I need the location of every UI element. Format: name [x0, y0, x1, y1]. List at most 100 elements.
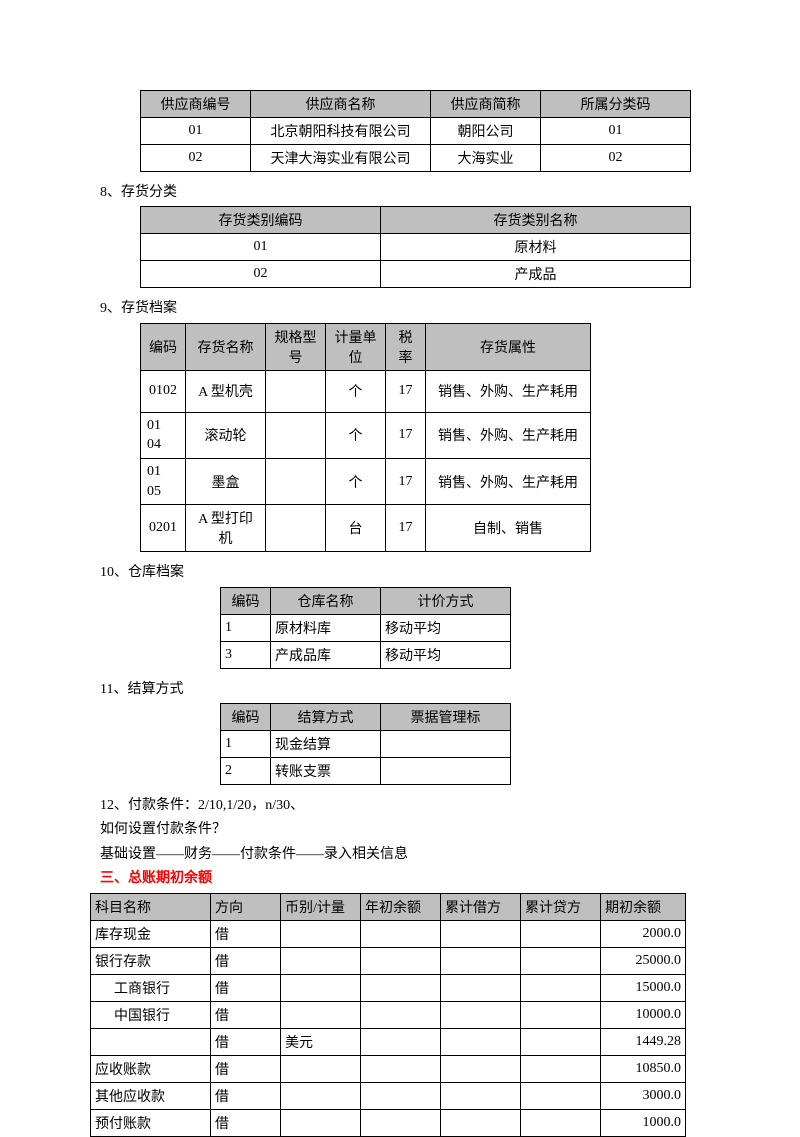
th: 供应商简称 [431, 91, 541, 118]
table-cell: 销售、外购、生产耗用 [426, 370, 591, 412]
table-cell [266, 412, 326, 458]
table-cell [361, 1082, 441, 1109]
table-cell: 其他应收款 [91, 1082, 211, 1109]
table-cell: 产成品库 [271, 641, 381, 668]
table-cell: 墨盒 [186, 458, 266, 504]
table-cell: 原材料库 [271, 614, 381, 641]
table-cell: 工商银行 [91, 974, 211, 1001]
th: 仓库名称 [271, 587, 381, 614]
table-cell: 02 [141, 145, 251, 172]
table-cell: 朝阳公司 [431, 118, 541, 145]
th: 结算方式 [271, 703, 381, 730]
th: 存货类别编码 [141, 207, 381, 234]
table-cell [441, 1082, 521, 1109]
table-cell [266, 505, 326, 552]
table-cell [381, 730, 511, 757]
table-cell: 原材料 [381, 234, 691, 261]
table-row: 02产成品 [141, 261, 691, 288]
table-cell: 滚动轮 [186, 412, 266, 458]
table-cell: 1449.28 [601, 1028, 686, 1055]
table-cell: 借 [211, 1055, 281, 1082]
table-cell [281, 1055, 361, 1082]
table-cell: 美元 [281, 1028, 361, 1055]
section-8-title: 8、存货分类 [100, 182, 700, 204]
table-row: 其他应收款借 3000.0 [91, 1082, 686, 1109]
table-cell: 现金结算 [271, 730, 381, 757]
table-cell: 1 [221, 730, 271, 757]
th: 期初余额 [601, 893, 686, 920]
table-cell: 借 [211, 1028, 281, 1055]
table-cell: 25000.0 [601, 947, 686, 974]
table-cell: 销售、外购、生产耗用 [426, 458, 591, 504]
th: 计价方式 [381, 587, 511, 614]
table-cell [281, 1082, 361, 1109]
table-cell [281, 1001, 361, 1028]
th: 累计借方 [441, 893, 521, 920]
table-cell: 借 [211, 1001, 281, 1028]
th: 供应商名称 [251, 91, 431, 118]
table-cell: 2 [221, 757, 271, 784]
text-12c: 基础设置——财务——付款条件——录入相关信息 [100, 844, 700, 866]
table-cell: 17 [386, 458, 426, 504]
table-cell: 01 05 [141, 458, 186, 504]
table-cell [441, 1001, 521, 1028]
th: 存货属性 [426, 323, 591, 370]
table-cell [361, 974, 441, 1001]
table-cell: 产成品 [381, 261, 691, 288]
table-cell: 2000.0 [601, 920, 686, 947]
table-cell: 02 [541, 145, 691, 172]
table-cell: 个 [326, 370, 386, 412]
section-10-title: 10、仓库档案 [100, 562, 700, 584]
table-cell: 3000.0 [601, 1082, 686, 1109]
tbody-3: 0102A 型机壳个17销售、外购、生产耗用 01 04滚动轮个17销售、外购、… [141, 370, 591, 551]
table-cell: 借 [211, 974, 281, 1001]
table-cell: 01 [141, 118, 251, 145]
table-cell: 转账支票 [271, 757, 381, 784]
ledger-table: 科目名称 方向 币别/计量 年初余额 累计借方 累计贷方 期初余额 库存现金借2… [90, 893, 686, 1137]
table-cell [91, 1028, 211, 1055]
tbody-1: 01北京朝阳科技有限公司朝阳公司0102天津大海实业有限公司大海实业02 [141, 118, 691, 172]
table-header-row: 供应商编号 供应商名称 供应商简称 所属分类码 [141, 91, 691, 118]
table-row: 库存现金借2000.0 [91, 920, 686, 947]
table-cell [361, 1001, 441, 1028]
table-cell [521, 974, 601, 1001]
section-red-title: 三、总账期初余额 [100, 868, 700, 890]
table-cell [521, 1028, 601, 1055]
tbody-6: 库存现金借2000.0银行存款借25000.0 工商银行借15000.0 中国银… [91, 920, 686, 1136]
table-cell: 0201 [141, 505, 186, 552]
table-cell [361, 1028, 441, 1055]
th: 累计贷方 [521, 893, 601, 920]
table-cell: 01 [141, 234, 381, 261]
th: 存货名称 [186, 323, 266, 370]
tbody-4: 1原材料库移动平均3产成品库移动平均 [221, 614, 511, 668]
table-cell [441, 974, 521, 1001]
table-cell [441, 1055, 521, 1082]
table-cell: 应收账款 [91, 1055, 211, 1082]
table-cell: 01 [541, 118, 691, 145]
table-row: 1原材料库移动平均 [221, 614, 511, 641]
settlement-table: 编码 结算方式 票据管理标 1现金结算2转账支票 [220, 703, 511, 785]
supplier-table: 供应商编号 供应商名称 供应商简称 所属分类码 01北京朝阳科技有限公司朝阳公司… [140, 90, 691, 172]
table-row: 0201A 型打印机台17自制、销售 [141, 505, 591, 552]
table-cell [381, 757, 511, 784]
section-11-title: 11、结算方式 [100, 679, 700, 701]
table-cell [361, 947, 441, 974]
table-cell: 借 [211, 1082, 281, 1109]
th: 票据管理标 [381, 703, 511, 730]
table-cell: 大海实业 [431, 145, 541, 172]
table-cell [441, 1028, 521, 1055]
table-row: 01北京朝阳科技有限公司朝阳公司01 [141, 118, 691, 145]
th: 税率 [386, 323, 426, 370]
table-cell [361, 920, 441, 947]
th: 规格型号 [266, 323, 326, 370]
table-row: 2转账支票 [221, 757, 511, 784]
th: 编码 [221, 587, 271, 614]
text-12a: 12、付款条件：2/10,1/20，n/30、 [100, 795, 700, 817]
table-cell: 17 [386, 370, 426, 412]
warehouse-table: 编码 仓库名称 计价方式 1原材料库移动平均3产成品库移动平均 [220, 587, 511, 669]
table-row: 中国银行借10000.0 [91, 1001, 686, 1028]
table-cell: 10850.0 [601, 1055, 686, 1082]
table-row: 0102A 型机壳个17销售、外购、生产耗用 [141, 370, 591, 412]
table-cell: 17 [386, 412, 426, 458]
th: 编码 [221, 703, 271, 730]
